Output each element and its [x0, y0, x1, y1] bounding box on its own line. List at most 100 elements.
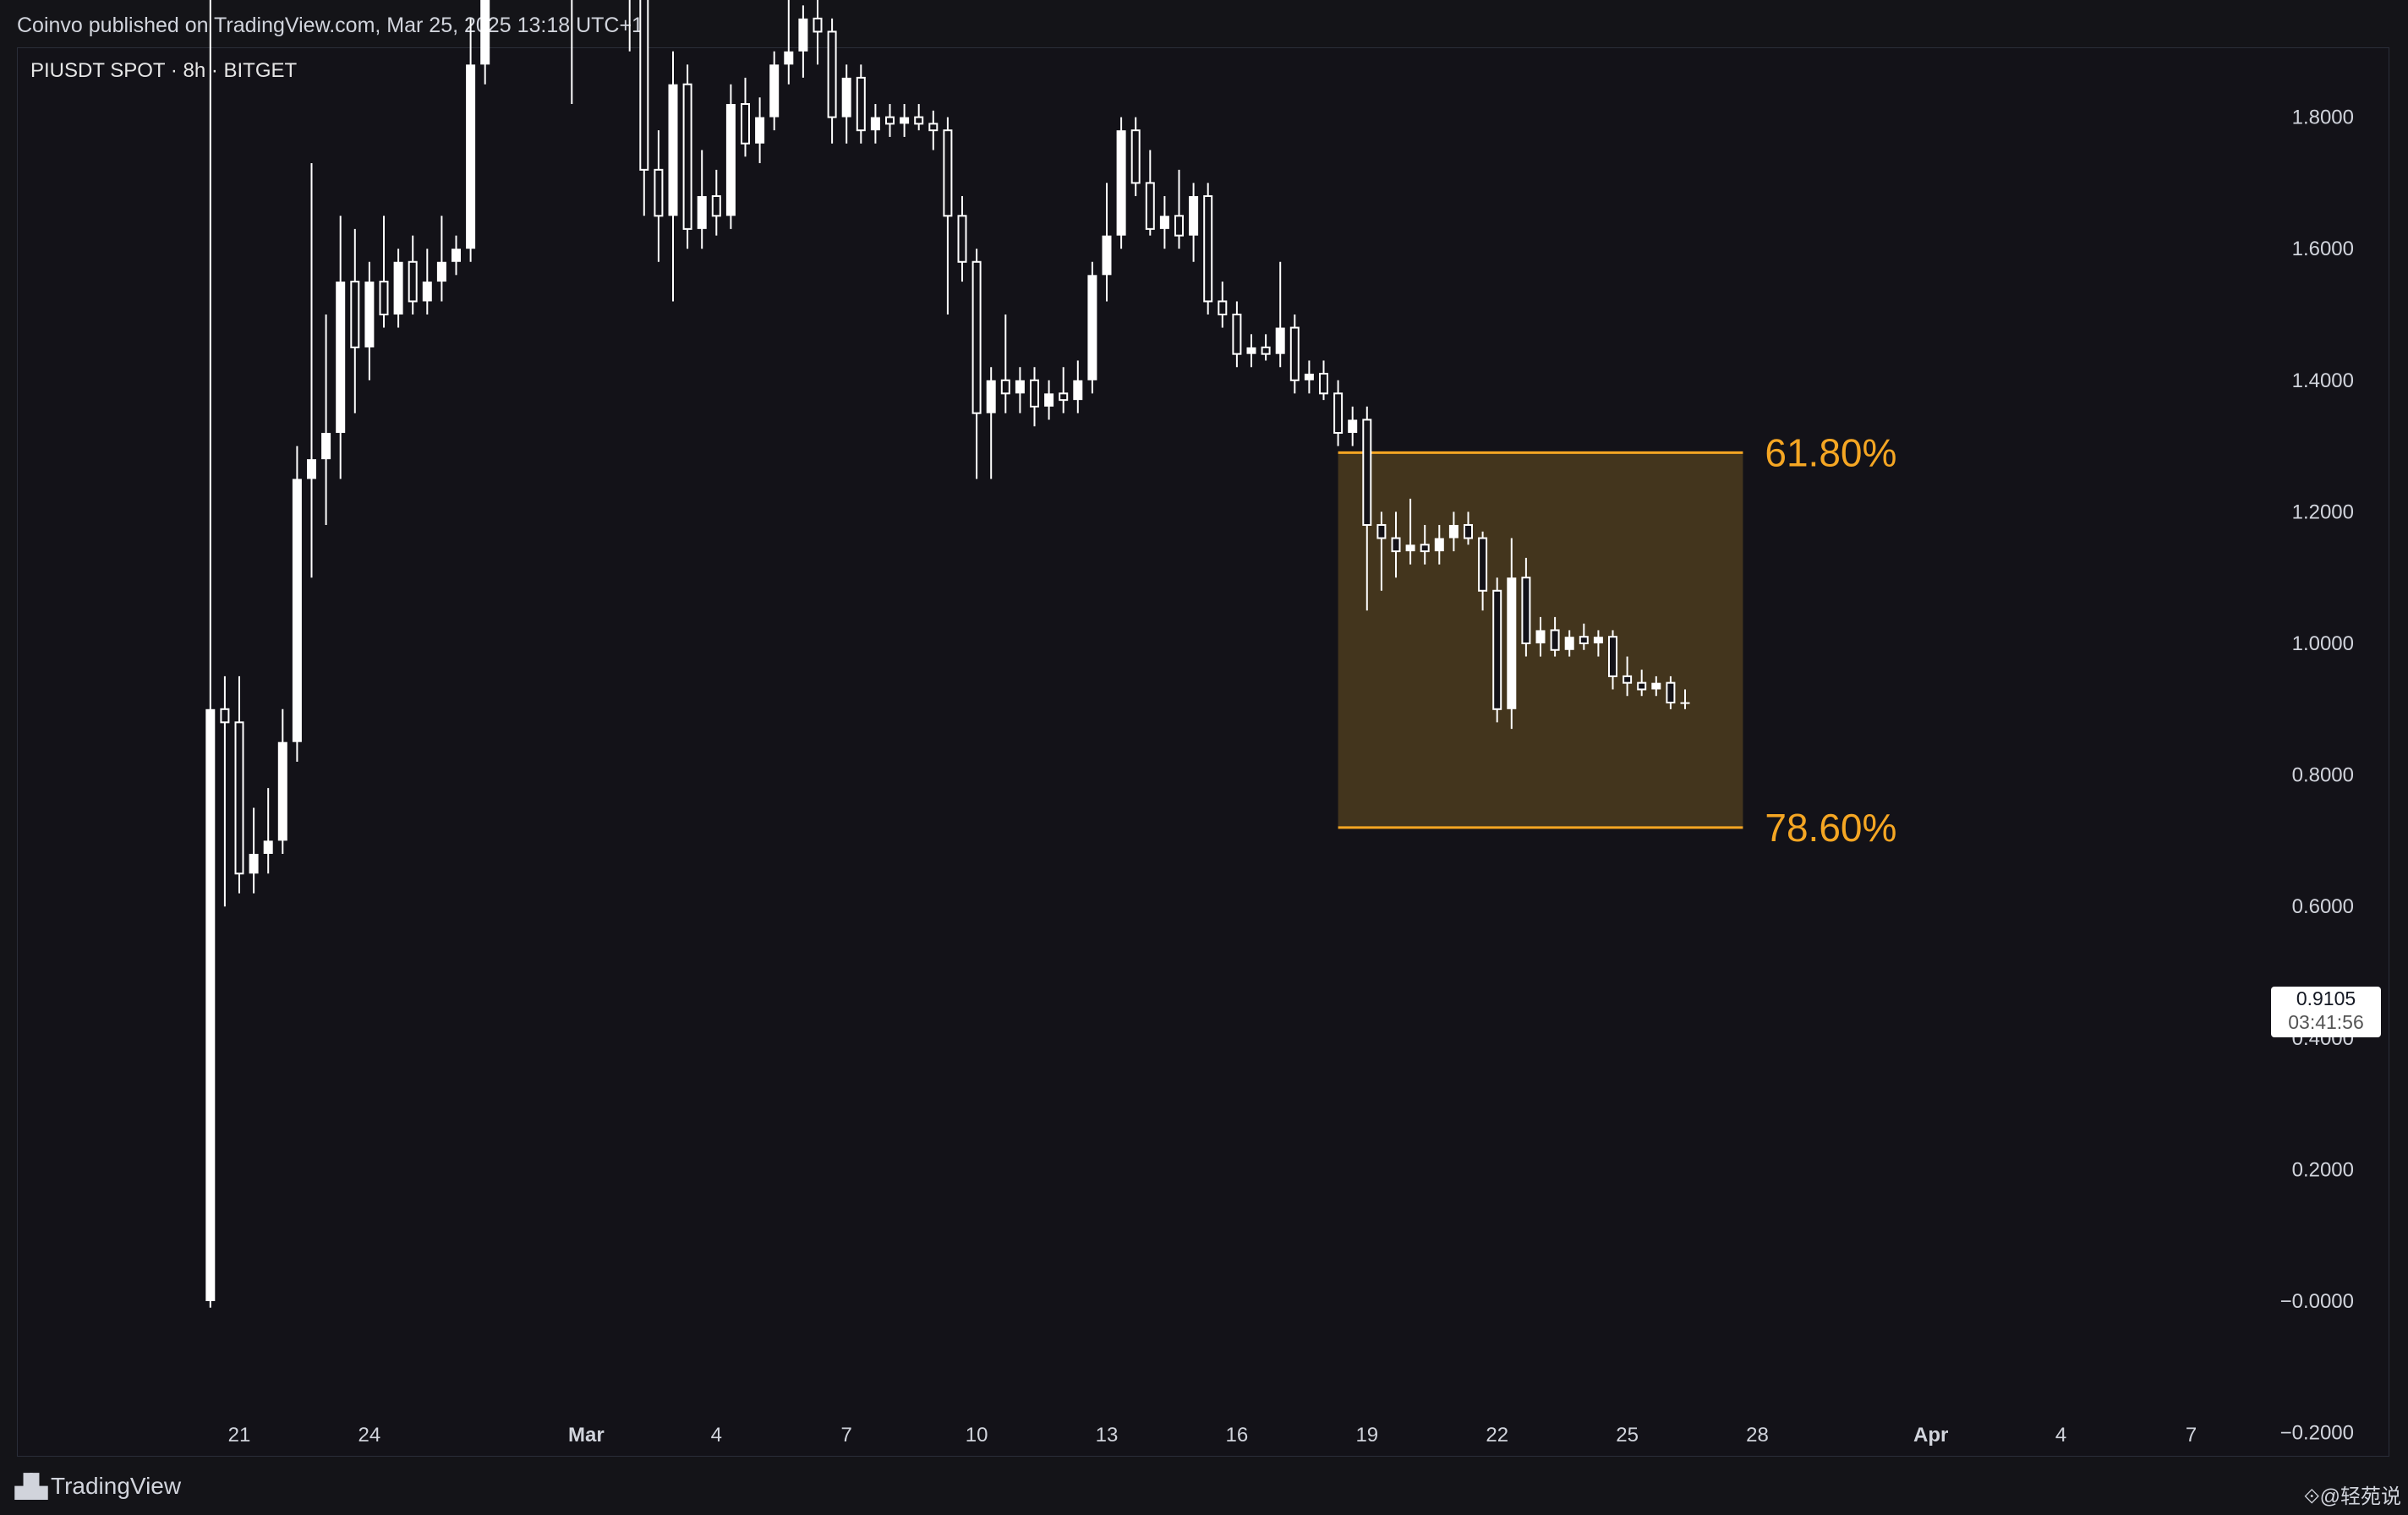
- candle-body-up: [466, 64, 476, 249]
- candle[interactable]: [1333, 380, 1344, 446]
- candle[interactable]: [205, 0, 216, 1308]
- candle[interactable]: [1521, 557, 1531, 657]
- candle[interactable]: [1030, 367, 1039, 427]
- candle[interactable]: [1102, 183, 1112, 302]
- candle[interactable]: [1608, 630, 1617, 690]
- candle[interactable]: [957, 195, 967, 282]
- candle[interactable]: [639, 0, 649, 216]
- candle[interactable]: [725, 84, 736, 229]
- candle[interactable]: [480, 0, 490, 85]
- candle[interactable]: [1623, 656, 1633, 697]
- candle[interactable]: [1232, 301, 1242, 368]
- candle[interactable]: [1319, 360, 1328, 401]
- candle[interactable]: [1507, 538, 1517, 730]
- candle[interactable]: [798, 5, 808, 78]
- candle[interactable]: [234, 675, 244, 894]
- candle[interactable]: [741, 77, 750, 157]
- candle[interactable]: [1478, 531, 1488, 611]
- candle[interactable]: [1044, 380, 1054, 420]
- candle[interactable]: [393, 249, 403, 328]
- candle[interactable]: [626, 0, 633, 52]
- candle[interactable]: [784, 0, 794, 85]
- candle[interactable]: [307, 163, 316, 578]
- candle[interactable]: [292, 446, 302, 763]
- candle[interactable]: [1464, 511, 1473, 545]
- candle[interactable]: [336, 216, 346, 479]
- candle[interactable]: [1420, 524, 1430, 565]
- candle[interactable]: [943, 117, 953, 314]
- candle[interactable]: [1275, 261, 1285, 368]
- candle[interactable]: [1189, 183, 1199, 262]
- candle[interactable]: [654, 130, 664, 262]
- candle[interactable]: [1059, 367, 1069, 413]
- candle[interactable]: [914, 104, 924, 131]
- candle[interactable]: [856, 64, 866, 144]
- candle[interactable]: [436, 216, 446, 302]
- candle[interactable]: [408, 235, 418, 314]
- candle[interactable]: [1174, 169, 1184, 249]
- candle[interactable]: [1376, 511, 1387, 591]
- candle[interactable]: [1579, 623, 1589, 650]
- candle[interactable]: [1535, 616, 1546, 657]
- candle[interactable]: [1348, 406, 1358, 446]
- candle[interactable]: [1680, 689, 1690, 709]
- candle[interactable]: [249, 807, 259, 894]
- candle[interactable]: [711, 169, 721, 236]
- candle[interactable]: [1550, 616, 1560, 657]
- candle[interactable]: [697, 150, 707, 249]
- candle[interactable]: [1159, 195, 1169, 249]
- candle[interactable]: [1015, 367, 1025, 413]
- candle[interactable]: [220, 675, 230, 907]
- candle[interactable]: [1087, 261, 1097, 394]
- candle[interactable]: [1000, 314, 1010, 413]
- candle[interactable]: [1246, 334, 1256, 368]
- candle[interactable]: [1492, 577, 1502, 723]
- candle[interactable]: [466, 18, 476, 262]
- candle[interactable]: [350, 228, 360, 413]
- candle[interactable]: [1448, 511, 1458, 552]
- candle[interactable]: [1304, 360, 1314, 394]
- candle[interactable]: [452, 235, 461, 276]
- candle[interactable]: [1434, 524, 1444, 565]
- candle[interactable]: [682, 64, 692, 249]
- candle-body-down: [914, 116, 924, 125]
- candle[interactable]: [321, 314, 331, 525]
- candle[interactable]: [1637, 670, 1647, 697]
- candle[interactable]: [1203, 183, 1213, 314]
- candle[interactable]: [1116, 117, 1126, 249]
- candle[interactable]: [1362, 406, 1372, 611]
- candle[interactable]: [986, 367, 996, 479]
- candle[interactable]: [379, 216, 389, 328]
- candle[interactable]: [1261, 334, 1271, 361]
- candle[interactable]: [422, 249, 432, 314]
- candle[interactable]: [364, 261, 375, 380]
- candle[interactable]: [813, 0, 823, 65]
- candle[interactable]: [568, 0, 576, 105]
- candle[interactable]: [827, 18, 837, 144]
- candle[interactable]: [1564, 630, 1574, 657]
- candle[interactable]: [900, 104, 910, 137]
- candle[interactable]: [841, 64, 851, 144]
- candle[interactable]: [870, 104, 880, 144]
- candle[interactable]: [928, 110, 939, 150]
- candle[interactable]: [1130, 117, 1141, 196]
- candle[interactable]: [277, 708, 287, 854]
- candle[interactable]: [971, 249, 982, 479]
- candle[interactable]: [668, 51, 678, 302]
- candle[interactable]: [1145, 150, 1155, 236]
- candle[interactable]: [769, 51, 780, 131]
- candle[interactable]: [1289, 314, 1300, 394]
- candle[interactable]: [1651, 675, 1661, 697]
- candle[interactable]: [1073, 360, 1083, 413]
- candle[interactable]: [1593, 630, 1603, 657]
- candle[interactable]: [263, 788, 273, 874]
- candle[interactable]: [1405, 498, 1415, 565]
- candle[interactable]: [1391, 511, 1401, 578]
- candle-body-down: [350, 281, 360, 348]
- tradingview-logo[interactable]: ▟▙ TradingView: [15, 1473, 181, 1500]
- candle[interactable]: [1218, 282, 1228, 328]
- candle[interactable]: [755, 97, 765, 164]
- candle[interactable]: [885, 104, 895, 137]
- candle[interactable]: [1666, 675, 1676, 709]
